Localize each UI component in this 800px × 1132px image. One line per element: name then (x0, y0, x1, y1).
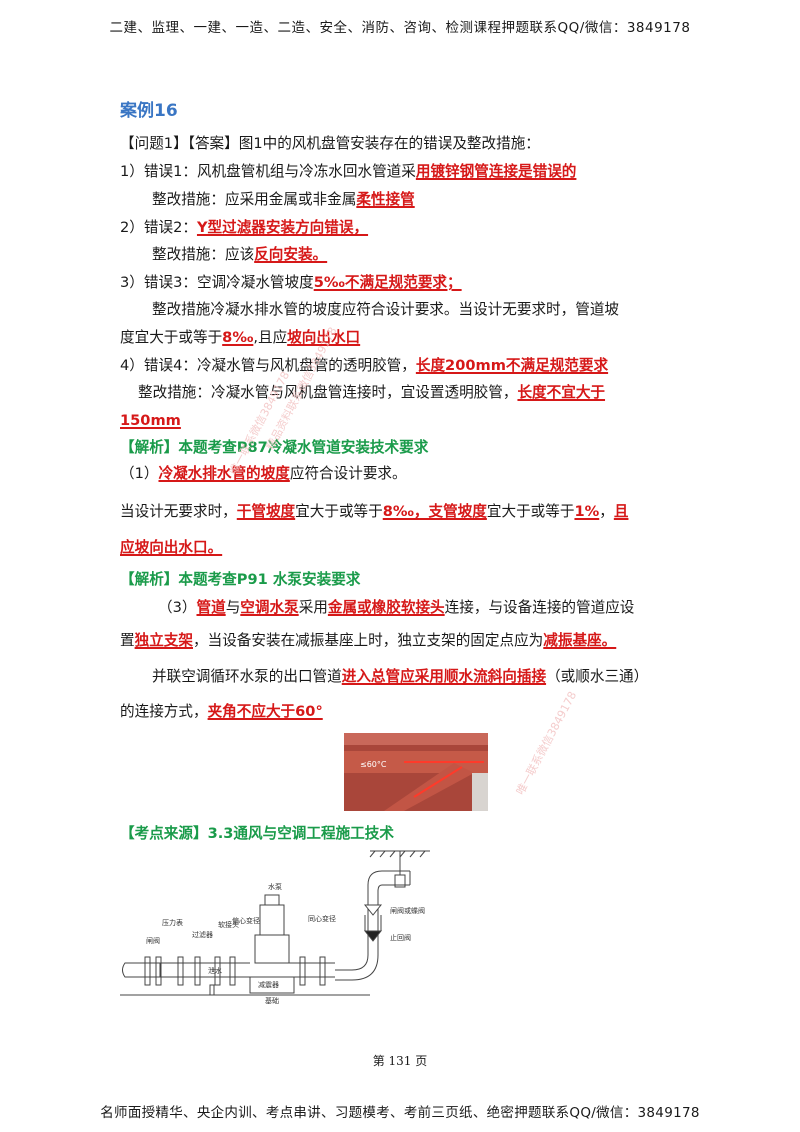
fix-3-text: 度宜大于或等于 (120, 329, 223, 346)
analysis-2-t2: 采用 (298, 599, 328, 616)
analysis-2-line2: 置独立支架，当设备安装在减振基座上时，独立支架的固定点应为减振基座。 (120, 630, 616, 652)
label-filter: 过滤器 (192, 930, 213, 939)
pipe-photo-svg: ≤60°C (344, 733, 488, 811)
fix-4-cont: 150mm (120, 410, 181, 432)
label-gauge: 压力表 (162, 918, 183, 927)
label-pump: 水泵 (268, 882, 282, 891)
analysis-1-text3: 宜大于或等于 (295, 503, 383, 520)
analysis-2-t5: ，当设备安装在减振基座上时，独立支架的固定点应为 (193, 632, 544, 649)
label-valve: 闸阀 (146, 936, 160, 945)
error-4-text: 4）错误4：冷凝水管与风机盘管的透明胶管， (120, 357, 416, 374)
question-1: 【问题1】【答案】图1中的风机盘管安装存在的错误及整改措施： (120, 135, 540, 152)
analysis-2-hl3: 金属或橡胶软接头 (327, 599, 445, 616)
analysis-2-line3: 并联空调循环水泵的出口管道进入总管应采用顺水流斜向插接（或顺水三通） (152, 666, 648, 688)
analysis-2-t6: 并联空调循环水泵的出口管道 (152, 668, 342, 685)
analysis-1-line2: 当设计无要求时，干管坡度宜大于或等于8‰，支管坡度宜大于或等于1%，且 (120, 501, 628, 523)
error-2-highlight: Y型过滤器安装方向错误， (196, 219, 369, 236)
source-line: 【考点来源】3.3通风与空调工程施工技术 (120, 825, 394, 842)
error-4: 4）错误4：冷凝水管与风机盘管的透明胶管，长度200mm不满足规范要求 (120, 355, 608, 377)
case-title: 案例16 (120, 101, 178, 121)
analysis-1-hl4: 1% (574, 503, 600, 520)
fix-2-text: 整改措施：应该 (152, 246, 255, 263)
analysis-1-text2: 当设计无要求时， (120, 503, 237, 520)
error-3-highlight: 5‰不满足规范要求； (313, 274, 462, 291)
analysis-1-text1: 应符合设计要求。 (289, 465, 407, 482)
analysis-1-hl3: 8‰，支管坡度 (382, 503, 487, 520)
fix-2: 整改措施：应该反向安装。 (152, 244, 327, 266)
analysis-2-t4: 置 (120, 632, 135, 649)
error-4-highlight: 长度200mm不满足规范要求 (415, 357, 609, 374)
pump-diagram: 闸阀 压力表 过滤器 软接头 偏心变径 水泵 同心变径 泄水 减震器 基础 闸阀… (120, 850, 430, 1005)
analysis-2-hl1: 管道 (196, 599, 226, 616)
watermark-3: 唯一联系微信3849178 (513, 689, 580, 798)
analysis-1-line1: （1）冷凝水排水管的坡度应符合设计要求。 (120, 463, 407, 485)
analysis-1-title: 【解析】本题考查P87冷凝水管道安装技术要求 (120, 439, 429, 456)
analysis-2-hl4: 独立支架 (134, 632, 193, 649)
analysis-1-text4: 宜大于或等于 (486, 503, 575, 520)
analysis-2-hl6: 进入总管应采用顺水流斜向插接 (341, 668, 547, 685)
error-3: 3）错误3：空调冷凝水管坡度5‰不满足规范要求； (120, 272, 462, 294)
analysis-1-hl5: 且 (613, 503, 629, 520)
fix-3-text2: ,且应 (253, 329, 288, 346)
fix-1-text: 整改措施：应采用金属或非金属 (152, 191, 357, 208)
label-drain: 泄水 (208, 966, 222, 975)
label-check: 止回阀 (390, 933, 411, 942)
analysis-2-line4: 的连接方式，夹角不应大于60° (120, 701, 323, 723)
fix-1-highlight: 柔性接管 (356, 191, 415, 208)
fix-4-highlight: 长度不宜大于 (517, 384, 606, 401)
fix-3-value: 8‰ (222, 329, 254, 346)
error-1-highlight: 用镀锌钢管连接是错误的 (415, 163, 577, 180)
analysis-2-num: （3） (158, 599, 197, 616)
fix-4: 整改措施：冷凝水管与风机盘管连接时，宜设置透明胶管，长度不宜大于 (138, 382, 605, 404)
analysis-1-hl2: 干管坡度 (236, 503, 296, 520)
analysis-1-num: （1） (120, 465, 159, 482)
analysis-2-hl2: 空调水泵 (240, 599, 299, 616)
fix-1: 整改措施：应采用金属或非金属柔性接管 (152, 189, 415, 211)
analysis-1-line3: 应坡向出水口。 (120, 537, 222, 559)
analysis-2-title: 【解析】本题考查P91 水泵安装要求 (120, 571, 361, 588)
analysis-2-t7: （或顺水三通） (546, 668, 649, 685)
fix-3-highlight: 坡向出水口 (287, 329, 361, 346)
error-3-text: 3）错误3：空调冷凝水管坡度 (120, 274, 314, 291)
label-base: 基础 (265, 996, 279, 1005)
analysis-2-t3: 连接，与设备连接的管道应设 (444, 599, 635, 616)
page-footer: 名师面授精华、央企内训、考点串讲、习题模考、考前三页纸、绝密押题联系QQ/微信：… (100, 1105, 700, 1121)
label-butterfly: 闸阀或蝶阀 (390, 906, 425, 915)
fix-2-highlight: 反向安装。 (254, 246, 328, 263)
error-1: 1）错误1：风机盘管机组与冷冻水回水管道采用镀锌钢管连接是错误的 (120, 161, 576, 183)
fix-4-value: 150mm (120, 412, 181, 429)
page-header: 二建、监理、一建、一造、二造、安全、消防、咨询、检测课程押题联系QQ/微信：38… (109, 20, 691, 36)
analysis-1-hl6: 应坡向出水口。 (120, 539, 223, 556)
fix-4-text: 整改措施：冷凝水管与风机盘管连接时，宜设置透明胶管， (138, 384, 518, 401)
label-ecc: 偏心变径 (232, 916, 260, 925)
error-2: 2）错误2：Y型过滤器安装方向错误， (120, 217, 368, 239)
analysis-2-t1: 与 (225, 599, 241, 616)
label-soft: 软接头 (218, 920, 239, 929)
label-conc: 同心变径 (308, 914, 336, 923)
pipe-photo: ≤60°C (344, 733, 488, 811)
page-number: 第 131 页 (372, 1054, 428, 1068)
analysis-2-hl5: 减振基座。 (543, 632, 617, 649)
fix-3-line2: 度宜大于或等于8‰,且应坡向出水口 (120, 327, 360, 349)
fix-3-line1: 整改措施冷凝水排水管的坡度应符合设计要求。当设计无要求时，管道坡 (152, 301, 620, 318)
photo-angle-label: ≤60°C (360, 760, 387, 769)
label-damper: 减震器 (258, 980, 279, 989)
analysis-1-hl1: 冷凝水排水管的坡度 (158, 465, 290, 482)
analysis-1-comma: ， (599, 503, 614, 520)
analysis-2-t8: 的连接方式， (120, 703, 208, 720)
analysis-2-line1: （3）管道与空调水泵采用金属或橡胶软接头连接，与设备连接的管道应设 (158, 597, 634, 619)
error-1-text: 1）错误1：风机盘管机组与冷冻水回水管道采 (120, 163, 416, 180)
error-2-text: 2）错误2： (120, 219, 197, 236)
analysis-2-hl7: 夹角不应大于60° (207, 703, 323, 720)
